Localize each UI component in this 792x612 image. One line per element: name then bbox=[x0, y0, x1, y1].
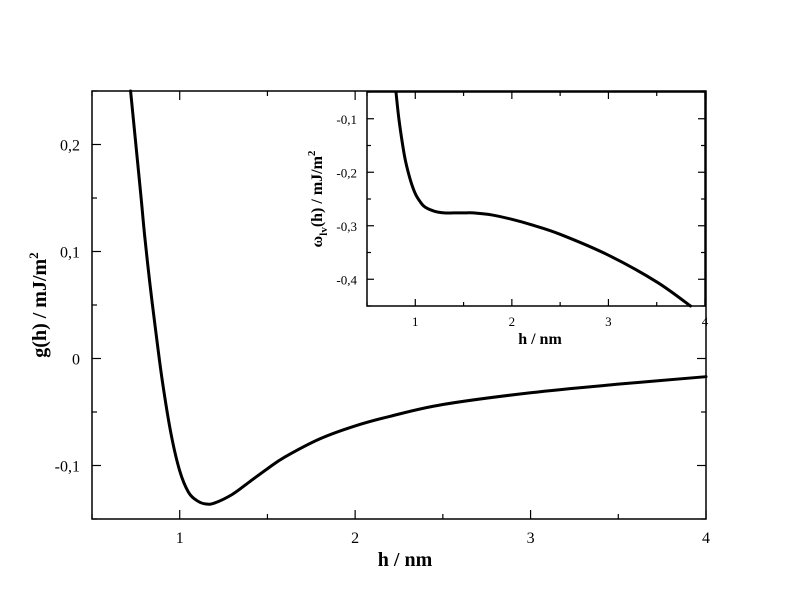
y-tick-label: -0,1 bbox=[55, 459, 80, 476]
x-tick-label: 1 bbox=[176, 530, 184, 547]
x-tick-label: 4 bbox=[702, 314, 709, 329]
inset-x-axis-title: h / nm bbox=[518, 331, 562, 348]
y-tick-label: 0,2 bbox=[60, 138, 80, 155]
main-series-line bbox=[129, 89, 708, 506]
y-tick-label: -0,4 bbox=[336, 272, 357, 287]
inset-ticks bbox=[366, 91, 706, 307]
x-tick-label: 3 bbox=[605, 314, 612, 329]
main-x-axis-title: h / nm bbox=[378, 549, 433, 571]
x-tick-label: 3 bbox=[527, 530, 535, 547]
y-tick-label: -0,3 bbox=[336, 219, 357, 234]
main-tick-labels: 1 2 3 4 -0,1 0 0,1 0,2 bbox=[55, 138, 710, 548]
inset-background bbox=[367, 92, 705, 306]
x-tick-label: 2 bbox=[351, 530, 359, 547]
inset-y-axis-title: ωlv(h) / mJ/m2 bbox=[306, 150, 330, 247]
y-tick-label: 0 bbox=[72, 352, 80, 369]
inset-chart: 1 2 3 4 -0,4 -0,3 -0,2 -0,1 h / nm ωlv(h) / mJ/… bbox=[306, 90, 709, 348]
inset-series-line bbox=[394, 90, 693, 308]
y-tick-label: -0,1 bbox=[336, 112, 357, 127]
y-tick-label: 0,1 bbox=[60, 245, 80, 262]
main-y-axis-title: g(h) / mJ/m2 bbox=[26, 252, 51, 357]
x-tick-label: 4 bbox=[702, 530, 710, 547]
inset-tick-labels: 1 2 3 4 -0,4 -0,3 -0,2 -0,1 bbox=[336, 112, 708, 329]
y-tick-label: -0,2 bbox=[336, 165, 357, 180]
x-tick-label: 2 bbox=[509, 314, 516, 329]
x-tick-label: 1 bbox=[412, 314, 419, 329]
